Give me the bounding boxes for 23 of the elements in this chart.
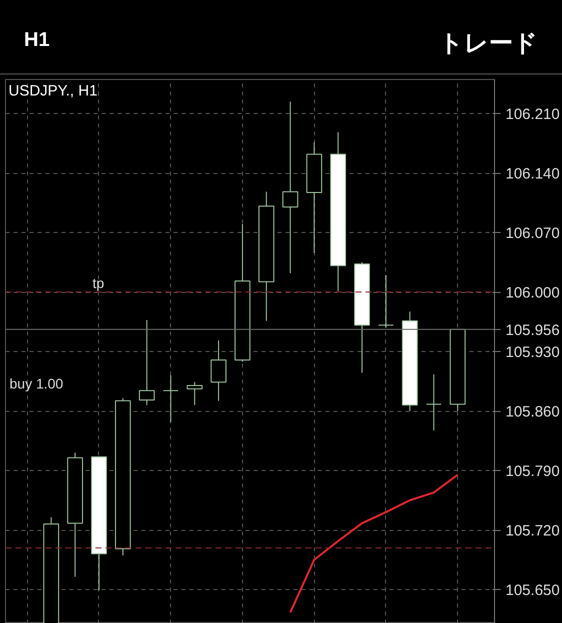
- y-tick-label: 105.930: [506, 344, 560, 361]
- ref-line-label: 105.956: [506, 322, 560, 339]
- candlestick: [162, 374, 179, 423]
- candlestick: [210, 340, 226, 402]
- annotation: buy 1.00: [10, 376, 64, 392]
- y-tick-label: 106.070: [506, 225, 560, 242]
- candlestick: [186, 382, 203, 406]
- y-tick-label: 105.650: [506, 582, 560, 599]
- candlestick: [426, 374, 442, 432]
- text: H1: [24, 28, 50, 53]
- y-tick-label: 106.000: [506, 284, 560, 302]
- candlestick: [138, 320, 155, 406]
- line-series: [289, 474, 459, 614]
- text: トレード: [439, 28, 538, 59]
- y-tick-label: 105.790: [506, 463, 560, 480]
- candlestick: [282, 101, 298, 274]
- chart-title: USDJPY., H1: [8, 82, 98, 100]
- candlestick: [378, 274, 394, 328]
- y-tick-label: 106.140: [506, 166, 560, 182]
- y-tick-label: 105.860: [506, 404, 560, 420]
- y-tick-label: 105.720: [506, 522, 560, 540]
- ref-line-label: tp: [92, 275, 104, 291]
- y-tick-label: 106.210: [506, 106, 560, 123]
